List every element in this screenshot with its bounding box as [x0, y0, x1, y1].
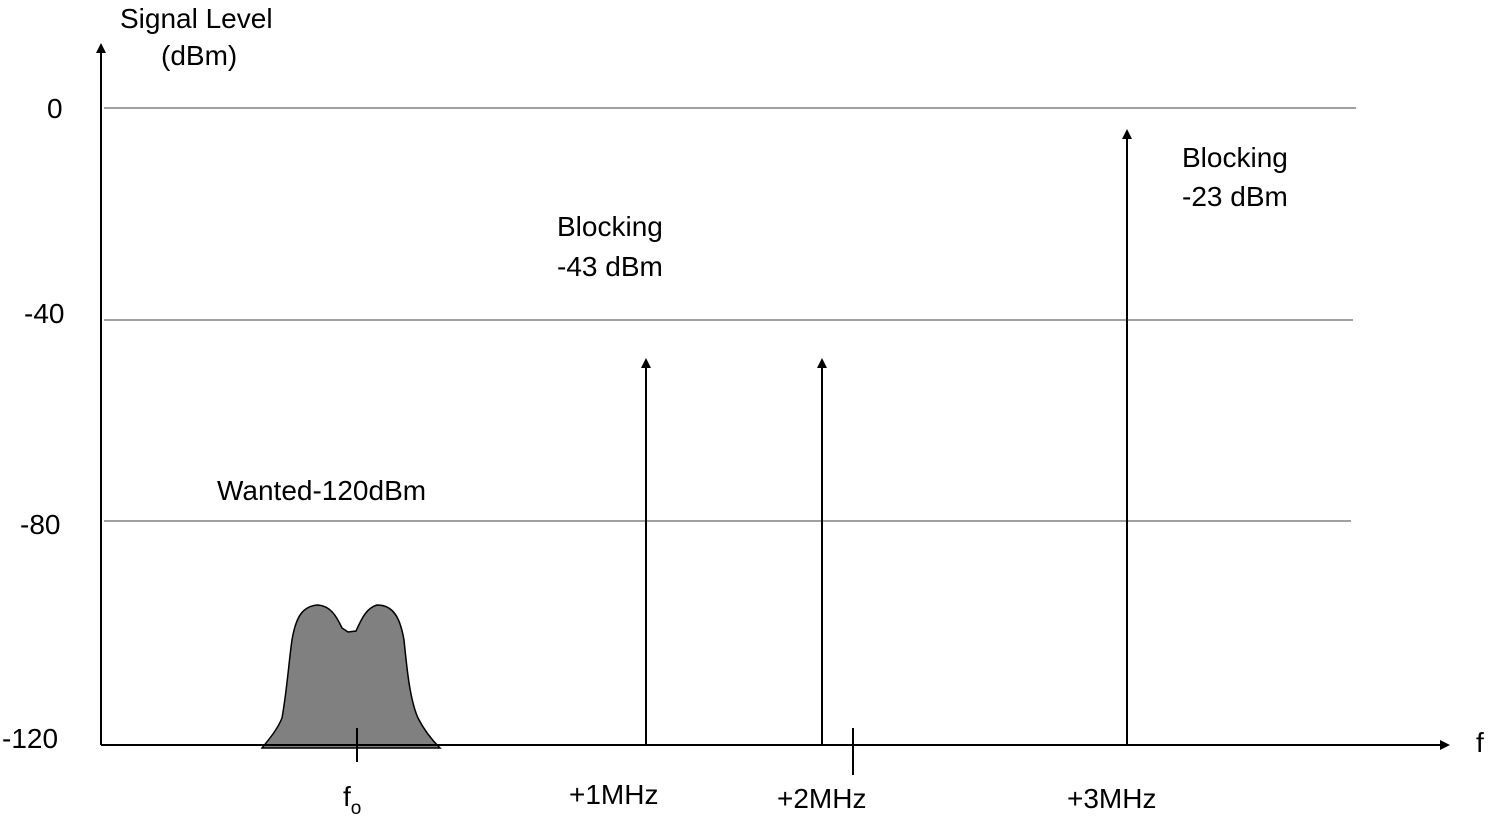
- x-tick-plus2mhz: +2MHz: [777, 783, 866, 814]
- y-tick-label: 0: [47, 93, 63, 124]
- x-axis-label: f: [1476, 727, 1484, 758]
- y-axis-title-line1: Signal Level: [120, 3, 273, 34]
- y-tick-label: -120: [2, 723, 58, 754]
- blocking-mid-label-line1: Blocking: [557, 211, 663, 242]
- x-tick-plus3mhz: +3MHz: [1067, 783, 1156, 814]
- x-tick-f0-subscript: o: [351, 798, 362, 817]
- x-tick-f0: fo: [343, 781, 361, 817]
- blocking-mid-label-line2: -43 dBm: [557, 251, 663, 282]
- blocking-high-label-line1: Blocking: [1182, 142, 1288, 173]
- x-tick-f0-main: f: [343, 781, 351, 812]
- wanted-label: Wanted-120dBm: [217, 475, 426, 506]
- blocking-high-label-line2: -23 dBm: [1182, 181, 1288, 212]
- y-axis-title-line2: (dBm): [161, 40, 237, 71]
- y-tick-label: -40: [24, 298, 64, 329]
- y-tick-label: -80: [20, 509, 60, 540]
- x-tick-plus1mhz: +1MHz: [569, 779, 658, 810]
- wanted-signal-shape: [260, 604, 442, 749]
